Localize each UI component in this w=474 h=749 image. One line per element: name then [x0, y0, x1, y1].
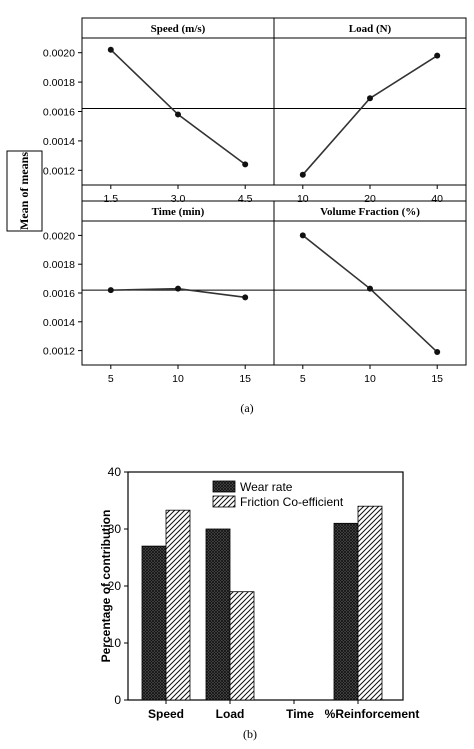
- y-tick-label: 20: [108, 579, 122, 593]
- legend-label-wear-rate: Wear rate: [240, 480, 293, 494]
- x-tick-label: 1.5: [103, 193, 118, 205]
- y-tick-label: 0.0020: [43, 48, 75, 60]
- y-tick-label: 0: [114, 693, 121, 707]
- x-tick-label: Time: [286, 707, 314, 721]
- data-point: [299, 232, 306, 239]
- y-tick-label: 0.0018: [43, 259, 75, 271]
- y-tick-label: 0.0016: [43, 107, 75, 119]
- contribution-bar-chart: Percentage of contribution 0 10 20 30 40 Spe…: [99, 465, 419, 741]
- y-axis-label-a: Mean of means: [17, 152, 31, 230]
- bar: [229, 591, 255, 701]
- data-point: [434, 349, 441, 356]
- x-tick-label: %Reinforcement: [325, 707, 420, 721]
- y-tick-label: 0.0016: [43, 288, 75, 300]
- caption-a: (a): [240, 401, 253, 415]
- bar: [165, 509, 191, 701]
- x-tick-label: 20: [364, 193, 376, 205]
- data-point: [299, 171, 306, 178]
- legend-label-friction: Friction Co-efficient: [240, 495, 344, 509]
- x-tick-label: 15: [431, 373, 443, 385]
- series-line: [302, 234, 438, 353]
- x-tick-label: Load: [216, 707, 245, 721]
- data-point: [107, 46, 114, 53]
- series-line: [302, 54, 438, 176]
- x-tick-label: 15: [239, 373, 251, 385]
- y-axis-label-b: Percentage of contribution: [99, 510, 113, 663]
- legend-b: Wear rate Friction Co-efficient: [212, 480, 344, 509]
- y-tick-label: 0.0014: [43, 136, 75, 148]
- x-tick-label: 10: [364, 373, 376, 385]
- data-point: [367, 95, 373, 102]
- y-tick-label: 0.0014: [43, 317, 75, 329]
- y-tick-label: 0.0012: [43, 346, 75, 358]
- y-tick-label: 40: [108, 465, 122, 479]
- x-tick-label: 40: [431, 193, 443, 205]
- x-tick-label: 10: [172, 373, 184, 385]
- x-tick-label: 4.5: [238, 193, 253, 205]
- y-tick-label: 10: [108, 636, 122, 650]
- y-tick-label: 0.0020: [43, 230, 75, 242]
- y-ticks-b: 0 10 20 30 40: [108, 465, 128, 707]
- series-line: [110, 49, 246, 166]
- x-tick-label: 5: [108, 373, 114, 385]
- x-ticks-a: 1.5 3.0 4.5 10 20 40 5 10 15 5 10 15: [103, 185, 443, 385]
- main-effects-plot: Mean of means Speed (m/s) Load (N) Time …: [6, 17, 467, 415]
- data-point: [107, 287, 114, 294]
- y-ticks-a: 0.0012 0.0014 0.0016 0.0018 0.0020 0.0012 0.00…: [43, 48, 82, 358]
- legend-swatch-friction: [212, 495, 236, 508]
- ylabel-box-a: [6, 150, 43, 232]
- data-point: [242, 161, 249, 168]
- bar: [333, 522, 359, 701]
- panel-title-time: Time (min): [152, 206, 205, 218]
- legend-swatch-wear-rate: [212, 480, 236, 493]
- x-tick-label: 3.0: [171, 193, 186, 205]
- bars-b: [141, 505, 383, 701]
- y-tick-label: 0.0018: [43, 77, 75, 89]
- panel-title-speed: Speed (m/s): [151, 23, 206, 35]
- y-tick-label: 0.0012: [43, 165, 75, 177]
- bar: [357, 505, 383, 701]
- y-tick-label: 30: [108, 522, 122, 536]
- data-point: [367, 285, 373, 292]
- x-tick-label: Speed: [148, 707, 184, 721]
- x-ticks-b: Speed Load Time %Reinforcement: [148, 700, 419, 721]
- data-point: [175, 111, 181, 118]
- caption-b: (b): [243, 727, 257, 741]
- x-tick-label: 10: [297, 193, 309, 205]
- panel-title-volume-fraction: Volume Fraction (%): [320, 206, 420, 218]
- panel-title-load: Load (N): [349, 23, 392, 35]
- bar: [141, 545, 167, 701]
- data-point: [175, 285, 181, 292]
- bar: [205, 528, 231, 701]
- x-tick-label: 5: [300, 373, 306, 385]
- data-point: [242, 294, 249, 301]
- series-a: [82, 46, 466, 356]
- data-point: [434, 52, 441, 59]
